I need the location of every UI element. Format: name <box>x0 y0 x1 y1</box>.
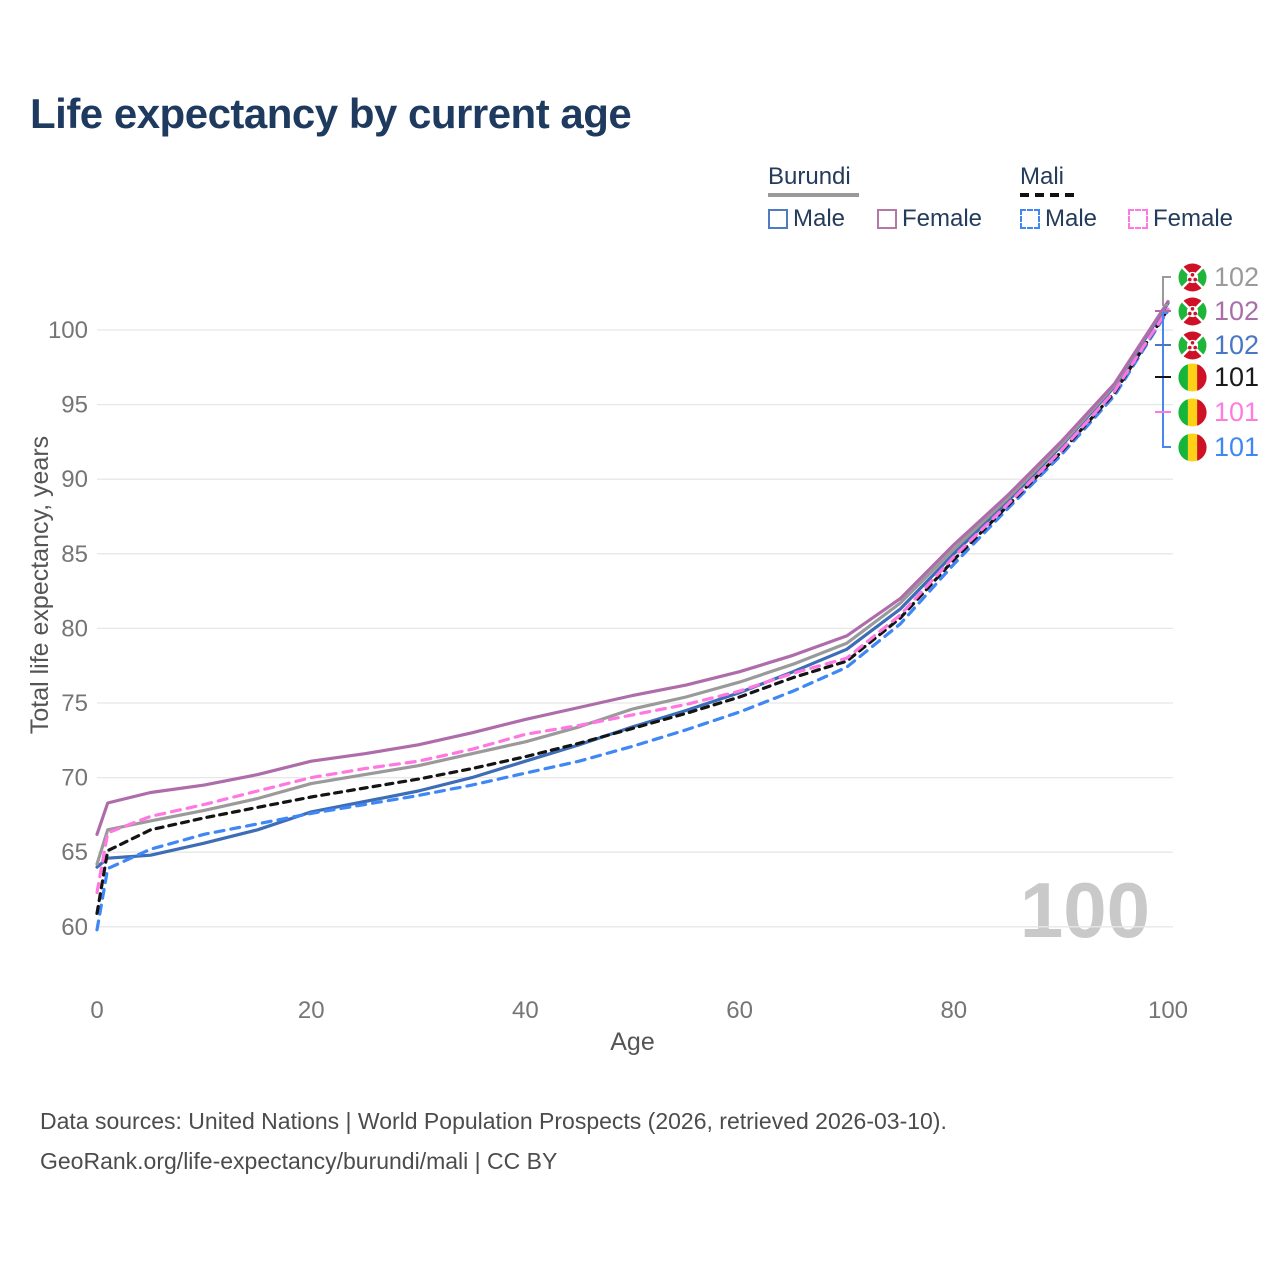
series-end-label-row: 101 <box>1178 361 1259 393</box>
page-title: Life expectancy by current age <box>30 90 632 137</box>
legend-country-mali: Mali <box>1020 163 1065 190</box>
footer-attribution: GeoRank.org/life-expectancy/burundi/mali… <box>40 1148 558 1174</box>
legend-item-burundi-female[interactable]: Female <box>877 205 982 233</box>
legend-country-burundi: Burundi <box>768 163 851 190</box>
burundi-flag-icon <box>1178 330 1207 360</box>
series-end-label-row: 101 <box>1178 396 1259 428</box>
end-label-connector-burundi <box>1162 276 1171 306</box>
series-line-mali-female <box>95 307 1170 895</box>
legend-underline-burundi-solid <box>768 193 859 197</box>
x-tick-0: 0 <box>90 997 103 1024</box>
legend-item-mali-male[interactable]: Male <box>1020 205 1097 233</box>
x-axis-title: Age <box>610 1028 654 1056</box>
mali-flag-icon <box>1178 433 1207 461</box>
end-label-connector-mali <box>1162 312 1171 448</box>
x-tick-100: 100 <box>1148 997 1188 1024</box>
series-end-value: 102 <box>1214 329 1260 360</box>
series-end-value: 102 <box>1214 261 1260 292</box>
legend-item-burundi-male[interactable]: Male <box>768 205 845 233</box>
x-tick-60: 60 <box>726 997 753 1024</box>
series-end-value: 101 <box>1214 431 1260 462</box>
watermark-100: 100 <box>1020 866 1150 954</box>
legend-swatch-burundi-female <box>877 209 897 229</box>
x-tick-20: 20 <box>298 997 325 1024</box>
series-line-burundi-female <box>95 300 1170 836</box>
footer-data-sources: Data sources: United Nations | World Pop… <box>40 1108 947 1134</box>
legend-label: Female <box>1153 205 1234 232</box>
y-tick-85: 85 <box>61 541 88 568</box>
series-end-label-row: 102 <box>1178 329 1259 361</box>
legend-label: Female <box>902 205 983 232</box>
mali-flag-icon <box>1178 398 1207 426</box>
series-line-burundi-male <box>95 301 1170 869</box>
series-end-label-row: 102 <box>1178 261 1259 293</box>
y-tick-70: 70 <box>61 765 88 792</box>
y-tick-60: 60 <box>61 914 88 941</box>
burundi-flag-icon <box>1178 262 1207 292</box>
y-tick-90: 90 <box>61 466 88 493</box>
series-line-mali-male <box>95 309 1170 932</box>
series-line-burundi-both <box>95 300 1170 866</box>
series-end-label-row: 101 <box>1178 431 1259 463</box>
y-tick-100: 100 <box>48 317 88 344</box>
series-end-value: 101 <box>1214 361 1260 392</box>
series-end-value: 101 <box>1214 396 1260 427</box>
legend-swatch-mali-female <box>1128 209 1148 229</box>
y-tick-75: 75 <box>61 690 88 717</box>
burundi-flag-icon <box>1178 296 1207 326</box>
y-tick-80: 80 <box>61 615 88 642</box>
y-tick-65: 65 <box>61 839 88 866</box>
series-end-label-row: 102 <box>1178 295 1259 327</box>
legend-swatch-mali-male <box>1020 209 1040 229</box>
y-tick-95: 95 <box>61 392 88 419</box>
legend-label: Male <box>793 205 846 232</box>
y-axis-title: Total life expectancy, years <box>26 436 54 734</box>
legend-label: Male <box>1045 205 1098 232</box>
x-tick-80: 80 <box>940 997 967 1024</box>
mali-flag-icon <box>1178 363 1207 391</box>
series-line-mali-both <box>95 307 1170 916</box>
legend-item-mali-female[interactable]: Female <box>1128 205 1233 233</box>
series-end-value: 102 <box>1214 295 1260 326</box>
x-tick-40: 40 <box>512 997 539 1024</box>
legend-underline-mali-dashed <box>1020 193 1074 197</box>
legend-swatch-burundi-male <box>768 209 788 229</box>
